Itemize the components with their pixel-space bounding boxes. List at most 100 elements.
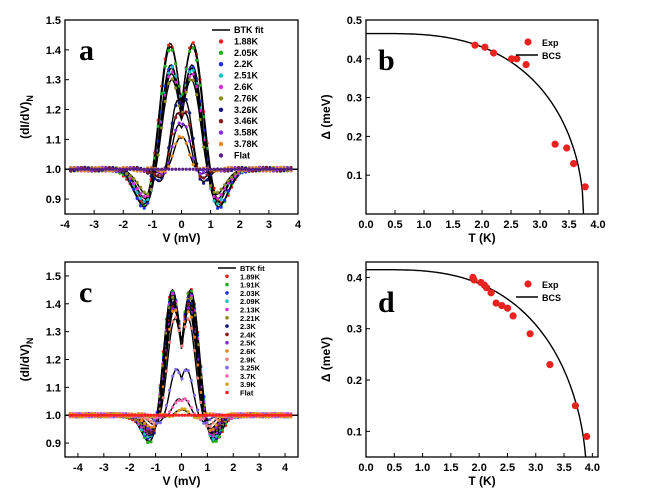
y-tick-label: 0.4 [347,272,363,284]
data-point [245,413,249,417]
data-point [124,413,128,417]
x-tick-label: 1 [208,219,214,231]
data-point [183,413,187,417]
data-point [195,58,199,63]
legend-label: 1.89K [240,272,261,281]
legend: Exp BCS [516,280,561,303]
data-point [214,417,218,421]
x-tick-label: 1 [204,462,210,474]
data-point [118,413,122,417]
data-point [149,167,153,171]
data-point [167,167,171,171]
data-point [174,315,178,319]
data-point [205,420,209,425]
data-point [170,70,174,74]
legend-swatch [524,280,532,288]
data-point [81,413,85,417]
data-point [237,171,241,175]
data-point [244,167,248,171]
legend-swatch [225,374,229,378]
data-point [212,167,216,171]
data-point [261,167,265,171]
y-axis-label: Δ (meV) [319,337,333,382]
data-point [278,167,283,171]
data-point [177,328,181,333]
data-point [143,416,147,420]
data-point [135,187,139,191]
data-point [211,434,215,438]
data-point [212,190,216,194]
x-tick-label: 4 [282,462,289,474]
exp-point [563,144,571,152]
data-point [196,408,200,412]
legend-swatch [225,299,229,304]
data-point [112,413,116,417]
data-point [160,167,164,171]
data-point [180,377,184,381]
legend-label: 3.78K [234,139,259,149]
data-point [254,167,258,171]
legend-label: 1.88K [234,36,259,46]
data-point [212,199,216,203]
legend-label: 3.25K [240,364,261,373]
x-tick-label: -3 [89,219,99,231]
data-point [217,435,221,439]
data-point [192,349,196,353]
y-tick-label: 1.2 [46,355,61,367]
legend-label: 2.13K [240,306,261,315]
data-point [258,167,262,171]
data-point [107,167,111,171]
data-point [146,424,150,428]
data-point [84,413,88,417]
y-tick-label: 0.1 [347,170,362,182]
data-point [205,173,209,177]
data-point [128,167,132,171]
data-point [214,423,218,427]
data-point [177,399,181,403]
data-point [191,41,195,45]
x-tick-label: -4 [60,219,71,231]
x-tick-label: 2.0 [472,462,487,474]
data-point [168,388,172,392]
data-point [223,413,228,417]
data-point [68,413,72,417]
data-point [177,101,181,105]
data-point [146,192,150,196]
data-point [152,419,156,423]
data-point [191,167,195,171]
data-point [153,177,157,181]
data-point [168,327,172,331]
data-point [214,425,218,429]
legend-label: 3.26K [234,105,259,115]
data-point [205,424,209,428]
data-point [170,48,174,52]
legend-label: 2.2K [234,59,254,69]
data-point [223,198,227,202]
data-point [161,396,165,400]
data-point [236,413,240,417]
data-point [191,72,195,76]
data-point [177,413,181,417]
y-tick-label: 1.1 [46,134,61,146]
data-point [202,413,206,417]
data-point [168,413,172,417]
legend-swatch [225,365,229,370]
data-point [189,413,193,417]
data-point [90,413,94,417]
exp-point [508,55,516,63]
data-point [240,167,244,171]
data-point [184,98,188,102]
btk-fit-line [65,288,298,443]
data-point [195,167,199,171]
bcs-curve [366,269,588,457]
data-point [177,84,181,88]
plot-area [366,269,591,457]
data-point [97,167,101,171]
data-point [214,413,218,417]
data-point [177,167,181,171]
data-point [167,71,171,75]
data-point [139,185,143,189]
legend: BTK fit1.89K1.91K2.03K2.09K2.13K2.21K2.3… [218,264,265,398]
data-point [149,171,153,175]
legend-swatch [225,282,229,287]
